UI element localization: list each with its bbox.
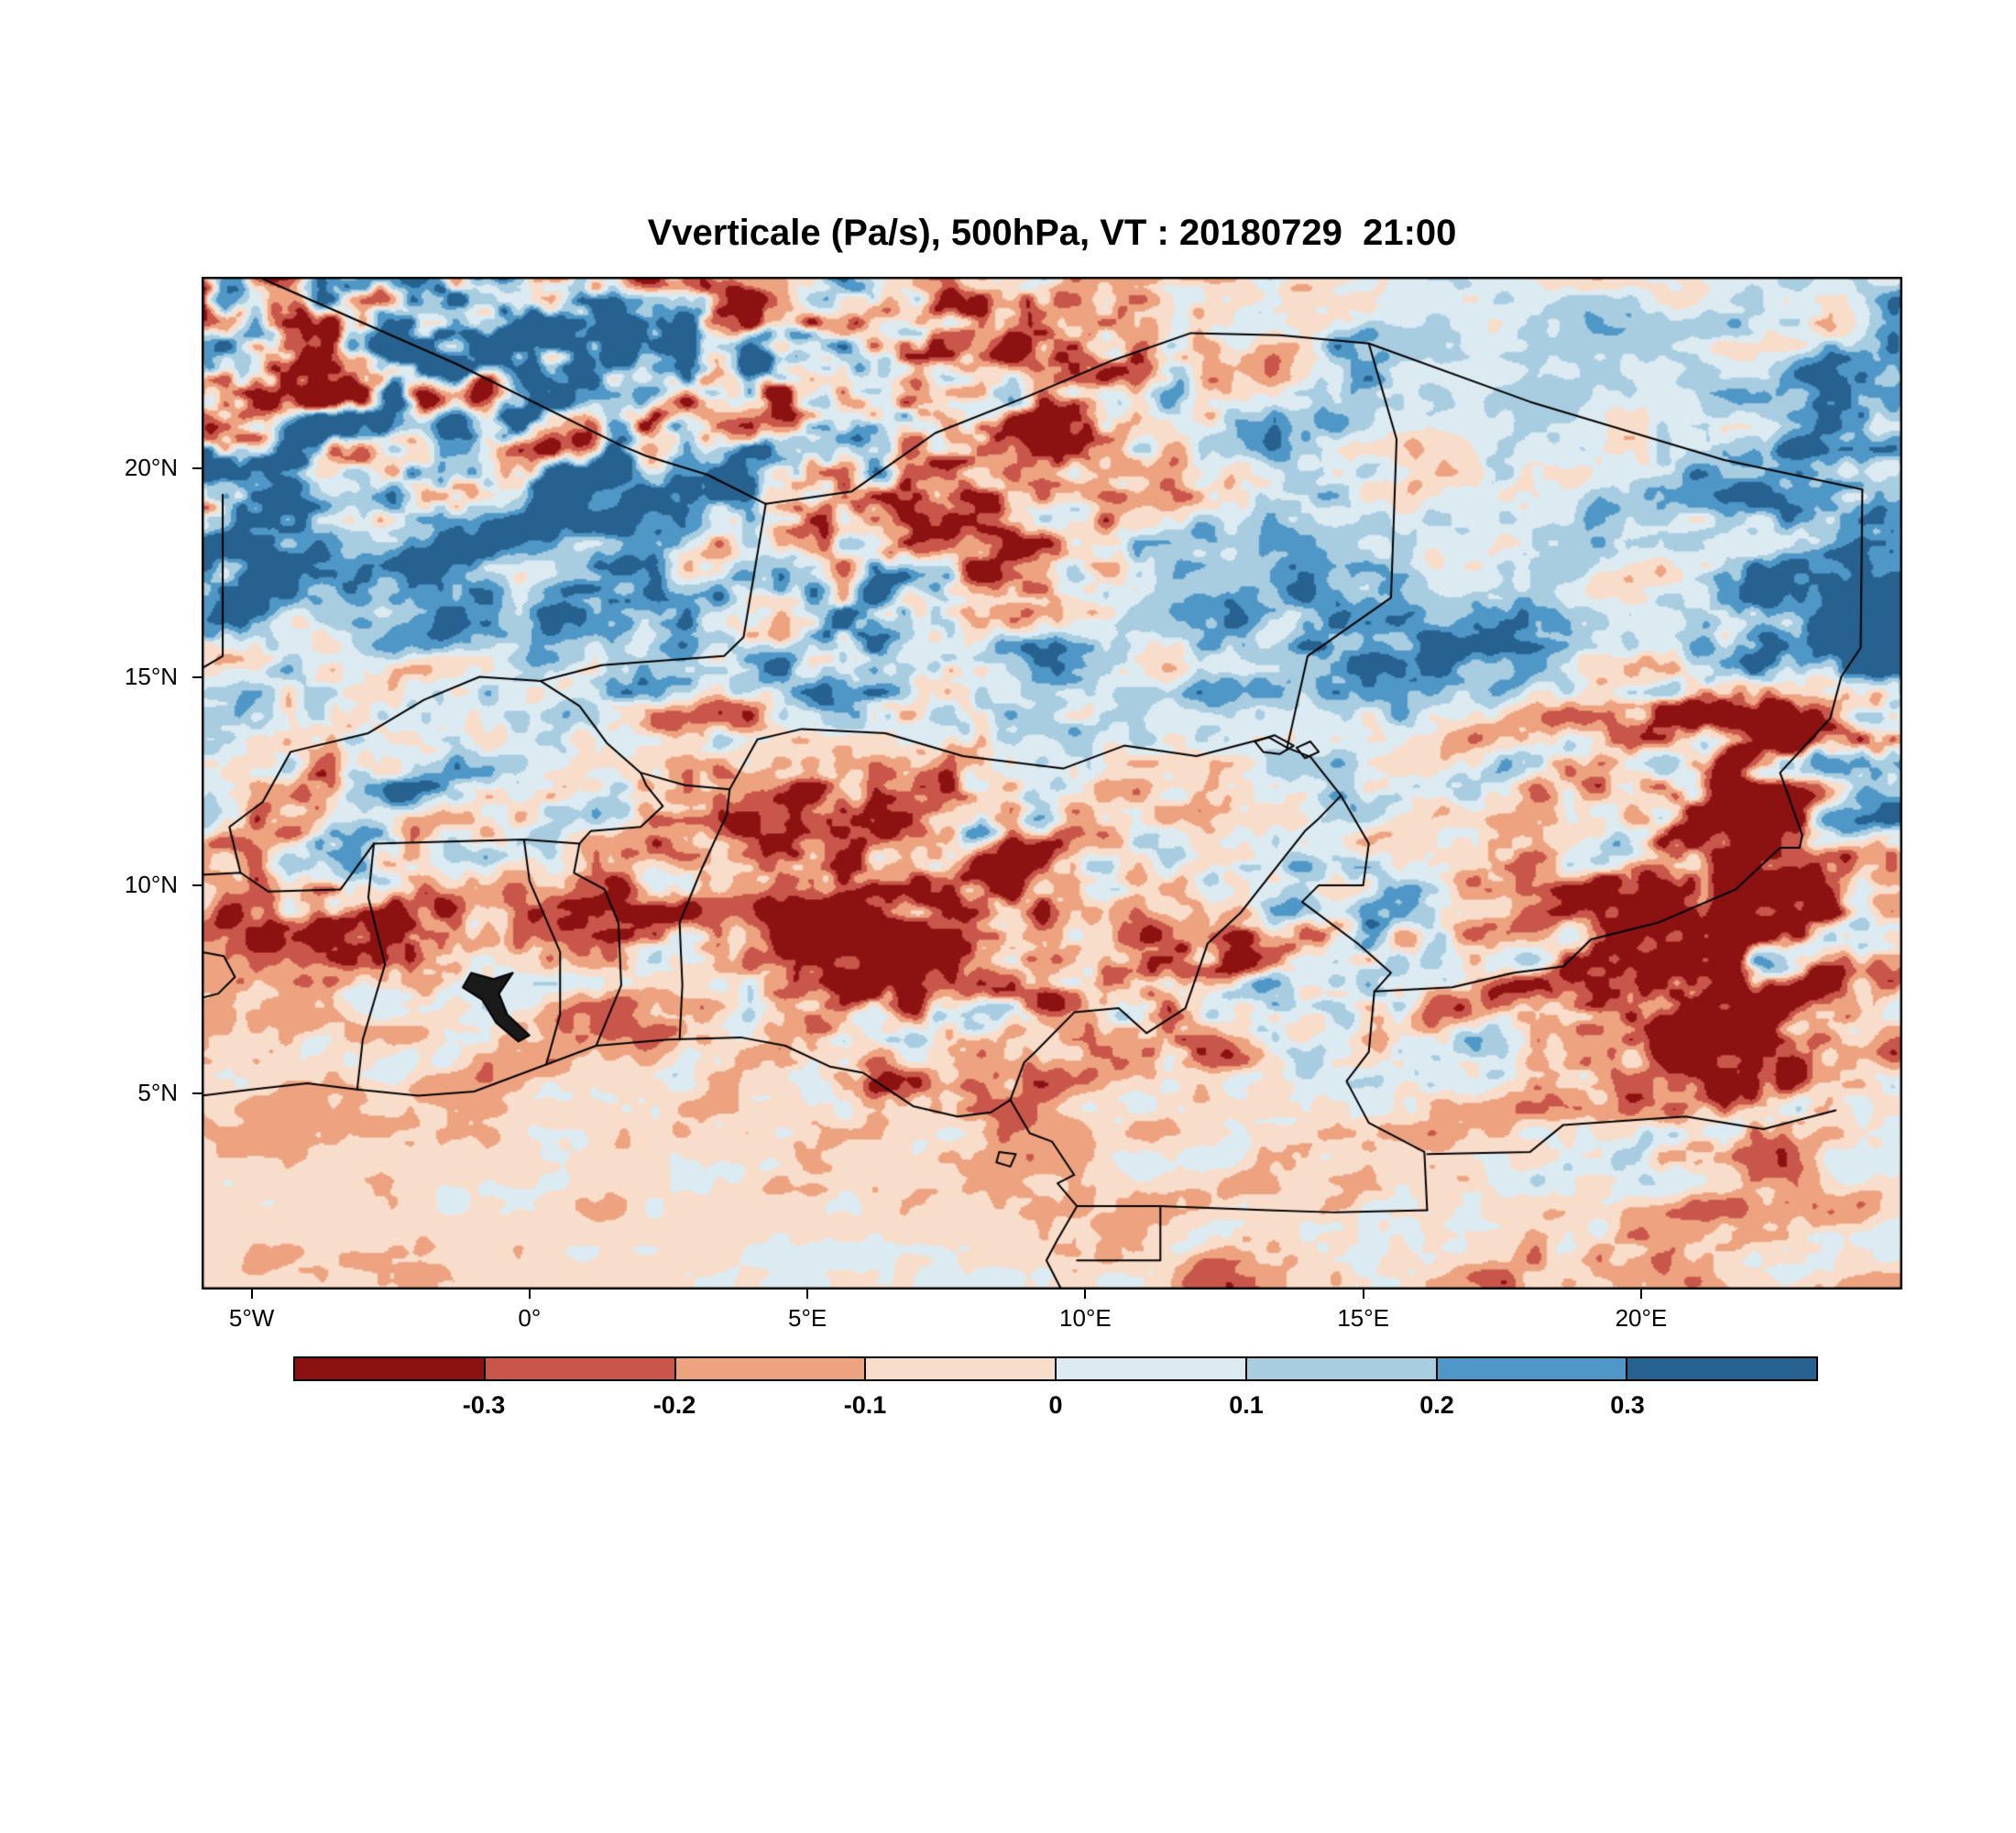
longitude-tick-label: 5°W	[228, 1304, 275, 1332]
colorbar-segment	[675, 1358, 867, 1379]
map-plot-area	[202, 277, 1902, 1290]
latitude-tick-label: 20°N	[124, 454, 178, 482]
colorbar-tick-label: 0.2	[1419, 1391, 1454, 1419]
latitude-tick-mark	[192, 675, 202, 678]
country-borders-canvas	[202, 277, 1902, 1290]
longitude-tick-mark	[250, 1290, 253, 1299]
longitude-tick-label: 10°E	[1059, 1304, 1112, 1332]
colorbar	[293, 1356, 1818, 1381]
colorbar-segment	[1627, 1358, 1816, 1379]
longitude-tick-mark	[1362, 1290, 1364, 1299]
latitude-tick-mark	[192, 467, 202, 470]
colorbar-segment	[485, 1358, 676, 1379]
latitude-tick-mark	[192, 884, 202, 886]
longitude-tick-label: 5°E	[788, 1304, 827, 1332]
colorbar-tick-label: 0	[1048, 1391, 1063, 1419]
latitude-tick-label: 5°N	[137, 1079, 178, 1107]
colorbar-segment	[866, 1358, 1057, 1379]
longitude-tick-mark	[806, 1290, 809, 1299]
longitude-tick-mark	[528, 1290, 531, 1299]
longitude-tick-mark	[1639, 1290, 1642, 1299]
colorbar-tick-label: 0.3	[1610, 1391, 1645, 1419]
latitude-tick-label: 15°N	[124, 662, 178, 690]
colorbar-segment	[1246, 1358, 1438, 1379]
longitude-tick-label: 15°E	[1337, 1304, 1389, 1332]
colorbar-tick-label: 0.1	[1229, 1391, 1264, 1419]
colorbar-segment	[1437, 1358, 1628, 1379]
chart-title: Vverticale (Pa/s), 500hPa, VT : 20180729…	[647, 213, 1457, 253]
colorbar-tick-label: -0.1	[843, 1391, 887, 1419]
colorbar-tick-label: -0.3	[462, 1391, 506, 1419]
colorbar-segment	[1057, 1358, 1247, 1379]
longitude-tick-mark	[1084, 1290, 1087, 1299]
latitude-tick-label: 10°N	[124, 870, 178, 898]
latitude-tick-mark	[192, 1092, 202, 1095]
colorbar-tick-label: -0.2	[652, 1391, 696, 1419]
longitude-tick-label: 0°	[518, 1304, 542, 1332]
colorbar-segment	[295, 1358, 486, 1379]
longitude-tick-label: 20°E	[1615, 1304, 1668, 1332]
